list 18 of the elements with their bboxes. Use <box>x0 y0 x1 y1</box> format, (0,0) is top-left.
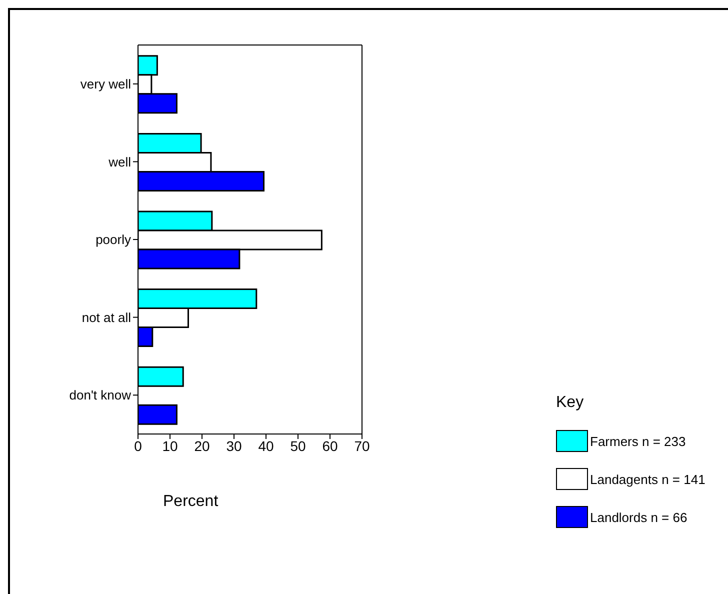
x-tick-label: 70 <box>354 438 370 454</box>
y-tick-label: not at all <box>82 310 132 325</box>
legend-label: Landagents n = 141 <box>590 472 706 486</box>
x-tick-label: 20 <box>194 438 210 454</box>
x-tick-label: 10 <box>162 438 178 454</box>
x-tick-label: 30 <box>226 438 242 454</box>
y-tick-label: well <box>108 154 132 170</box>
y-tick-label: poorly <box>96 232 132 248</box>
x-tick-label: 0 <box>134 438 142 454</box>
legend-title: Key <box>556 394 585 412</box>
legend-label: Landlords n = 66 <box>590 510 688 524</box>
x-tick-label: 60 <box>322 438 338 454</box>
legend-label: Farmers n = 233 <box>590 434 686 448</box>
x-tick-label: 40 <box>258 438 274 454</box>
x-axis-title: Percent <box>163 493 219 510</box>
y-tick-label: don't know <box>69 388 132 403</box>
x-tick-label: 50 <box>290 438 306 454</box>
y-tick-label: very well <box>80 76 132 92</box>
